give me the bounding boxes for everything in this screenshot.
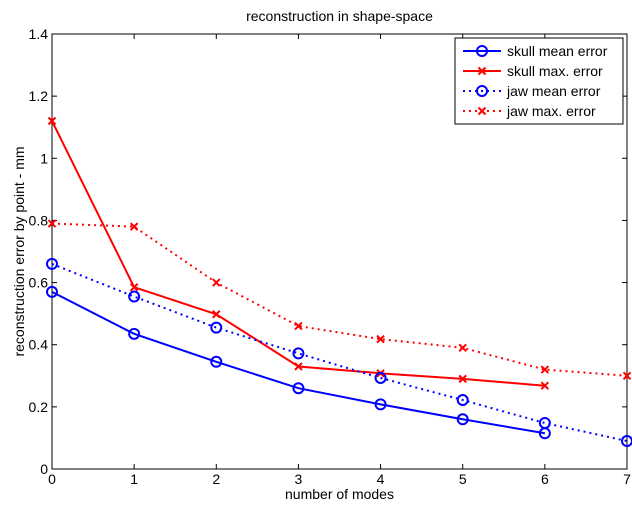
data-point xyxy=(129,283,139,292)
legend-entry: skull max. error xyxy=(463,63,603,79)
x-tick-label: 2 xyxy=(212,471,220,487)
data-point xyxy=(212,310,221,319)
data-point xyxy=(540,365,550,374)
data-point xyxy=(374,371,387,384)
y-tick-label: 0.2 xyxy=(29,399,49,415)
x-tick-label: 5 xyxy=(459,471,467,487)
y-tick-label: 0.8 xyxy=(29,212,49,228)
series-3 xyxy=(46,257,632,448)
y-axis-label: reconstruction error by point - mm xyxy=(11,146,27,356)
legend-label: skull mean error xyxy=(507,43,608,59)
legend-entry: jaw mean error xyxy=(463,83,601,99)
data-point xyxy=(294,362,303,371)
data-point xyxy=(294,321,303,331)
data-point xyxy=(621,435,632,448)
legend: skull mean error skull max. error jaw mean… xyxy=(454,37,624,125)
data-point xyxy=(129,222,139,231)
series-4 xyxy=(47,219,632,380)
x-tick-label: 0 xyxy=(48,471,56,487)
y-tick-label: 0.6 xyxy=(29,275,49,291)
series-line xyxy=(51,291,546,435)
data-point xyxy=(540,381,550,390)
data-point xyxy=(210,355,223,368)
y-tick-label: 0.4 xyxy=(29,337,49,353)
series-2 xyxy=(47,116,550,390)
data-point xyxy=(622,371,632,380)
legend-marker xyxy=(476,85,488,97)
series-layer xyxy=(46,116,632,448)
legend-label: jaw mean error xyxy=(506,83,601,99)
data-point xyxy=(128,290,141,303)
series-line xyxy=(51,222,628,377)
data-point xyxy=(210,321,223,334)
x-tick-label: 1 xyxy=(130,471,138,487)
legend-entry: skull mean error xyxy=(463,43,608,59)
legend-marker xyxy=(477,106,487,116)
data-point xyxy=(46,257,58,270)
x-tick-label: 4 xyxy=(377,471,385,487)
data-point xyxy=(292,347,305,360)
x-tick-label: 7 xyxy=(623,471,631,487)
x-tick-label: 6 xyxy=(541,471,549,487)
data-point xyxy=(374,398,387,411)
y-tick-label: 0 xyxy=(40,461,48,477)
series-line xyxy=(51,262,628,443)
x-axis-label: number of modes xyxy=(285,486,394,502)
data-point xyxy=(46,285,58,298)
series-1 xyxy=(46,285,551,440)
data-point xyxy=(212,278,221,287)
series-line xyxy=(51,120,545,387)
data-point xyxy=(458,343,467,353)
chart-title: reconstruction in shape-space xyxy=(246,8,433,24)
data-point xyxy=(47,116,57,126)
x-tick-label: 3 xyxy=(295,471,303,487)
legend-label: skull max. error xyxy=(507,63,603,79)
axis-ticks: 0 1 2 3 4 5 6 7 0 0.2 0.4 0.6 0.8 1 1.2 1.4 xyxy=(29,26,632,487)
legend-entry: jaw max. error xyxy=(463,103,596,119)
data-point xyxy=(47,219,57,228)
legend-label: jaw max. error xyxy=(506,103,596,119)
legend-marker xyxy=(476,45,488,57)
data-point xyxy=(456,394,469,407)
y-tick-label: 1.2 xyxy=(29,88,49,104)
data-point xyxy=(376,334,385,344)
legend-marker xyxy=(477,66,487,76)
plot-area-border xyxy=(51,33,628,470)
y-tick-label: 1 xyxy=(40,150,48,166)
data-point xyxy=(456,413,469,426)
data-point xyxy=(458,374,467,384)
data-point xyxy=(128,327,141,340)
data-point xyxy=(538,417,551,430)
y-tick-label: 1.4 xyxy=(29,26,49,42)
data-point xyxy=(292,382,305,395)
plot-frame xyxy=(51,33,628,470)
